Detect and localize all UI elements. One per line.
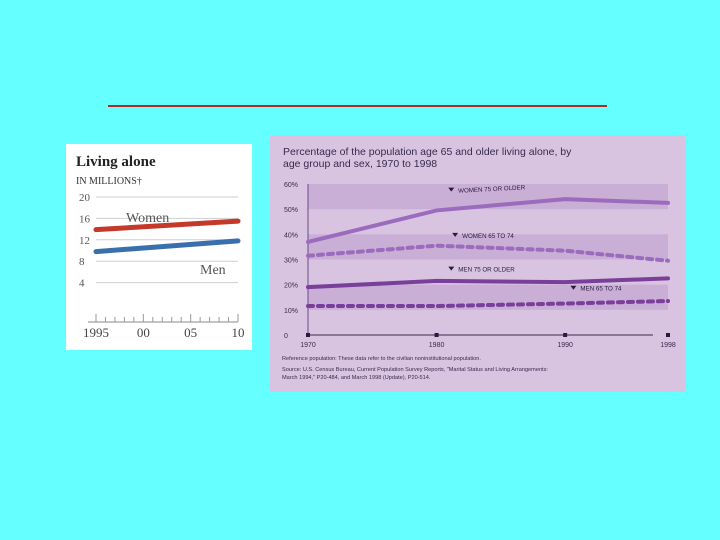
living-alone-chart: Living alone IN MILLIONS† 4 8 12 16 20 Women… <box>66 144 252 350</box>
left-xtick-label: 1995 <box>83 325 109 340</box>
title-underline <box>108 105 607 107</box>
left-ytick-label: 8 <box>79 256 85 268</box>
right-series-marker <box>452 232 459 237</box>
series-label-women: Women <box>126 211 169 226</box>
right-xtick-label: 1998 <box>660 342 676 349</box>
left-ytick-label: 4 <box>79 278 85 290</box>
right-series-marker <box>570 285 577 290</box>
right-xtick-label: 1990 <box>557 342 573 349</box>
percentage-living-alone-svg: Percentage of the population age 65 and … <box>282 146 676 381</box>
right-chart-title-line1: Percentage of the population age 65 and … <box>283 146 572 158</box>
footnote-source-1: Source: U.S. Census Bureau, Current Popu… <box>282 367 548 373</box>
right-series-label: MEN 65 TO 74 <box>580 286 622 293</box>
right-xtick-label: 1970 <box>300 342 316 349</box>
left-ytick-label: 12 <box>79 235 90 247</box>
footnote-source-2: March 1994," P20-484, and March 1998 (Up… <box>282 375 431 381</box>
left-xtick-label: 00 <box>137 325 150 340</box>
left-series-line-women <box>93 218 241 233</box>
left-xtick-label: 10 <box>232 325 245 340</box>
right-ytick-label: 50% <box>284 207 298 214</box>
right-x-tick <box>306 333 310 337</box>
right-xtick-label: 1980 <box>429 342 445 349</box>
right-series-marker <box>448 266 455 271</box>
left-chart-subtitle: IN MILLIONS† <box>76 176 142 187</box>
left-chart-title: Living alone <box>76 154 156 170</box>
right-ytick-label: 60% <box>284 182 298 189</box>
right-x-tick <box>563 333 568 337</box>
right-ytick-label: 10% <box>284 308 298 315</box>
right-ytick-label: 20% <box>284 283 298 290</box>
right-series-marker <box>448 187 455 192</box>
left-xtick-label: 05 <box>184 325 197 340</box>
left-series-line-men <box>93 238 241 255</box>
right-series-line-1 <box>306 197 670 244</box>
series-label-men: Men <box>200 263 226 278</box>
percentage-living-alone-chart: Percentage of the population age 65 and … <box>270 135 686 392</box>
right-series-label: MEN 75 OR OLDER <box>458 267 515 274</box>
right-series-line-2 <box>306 243 670 263</box>
left-ytick-label: 20 <box>79 192 91 204</box>
right-x-tick <box>666 333 670 337</box>
right-series-label: WOMEN 75 OR OLDER <box>458 184 526 195</box>
right-ytick-label: 40% <box>284 232 298 239</box>
right-chart-title-line2: age group and sex, 1970 to 1998 <box>283 158 437 170</box>
footnote-reference: Reference population: These data refer t… <box>282 356 481 362</box>
living-alone-svg: Living alone IN MILLIONS† 4 8 12 16 20 Women… <box>76 154 245 340</box>
right-series-line-4 <box>306 299 670 309</box>
left-ytick-label: 16 <box>79 213 91 225</box>
right-ytick-label: 0 <box>284 333 288 340</box>
right-x-tick <box>434 333 439 337</box>
right-ytick-label: 30% <box>284 258 298 265</box>
right-series-line-3 <box>306 276 670 290</box>
right-series-label: WOMEN 65 TO 74 <box>462 233 514 240</box>
